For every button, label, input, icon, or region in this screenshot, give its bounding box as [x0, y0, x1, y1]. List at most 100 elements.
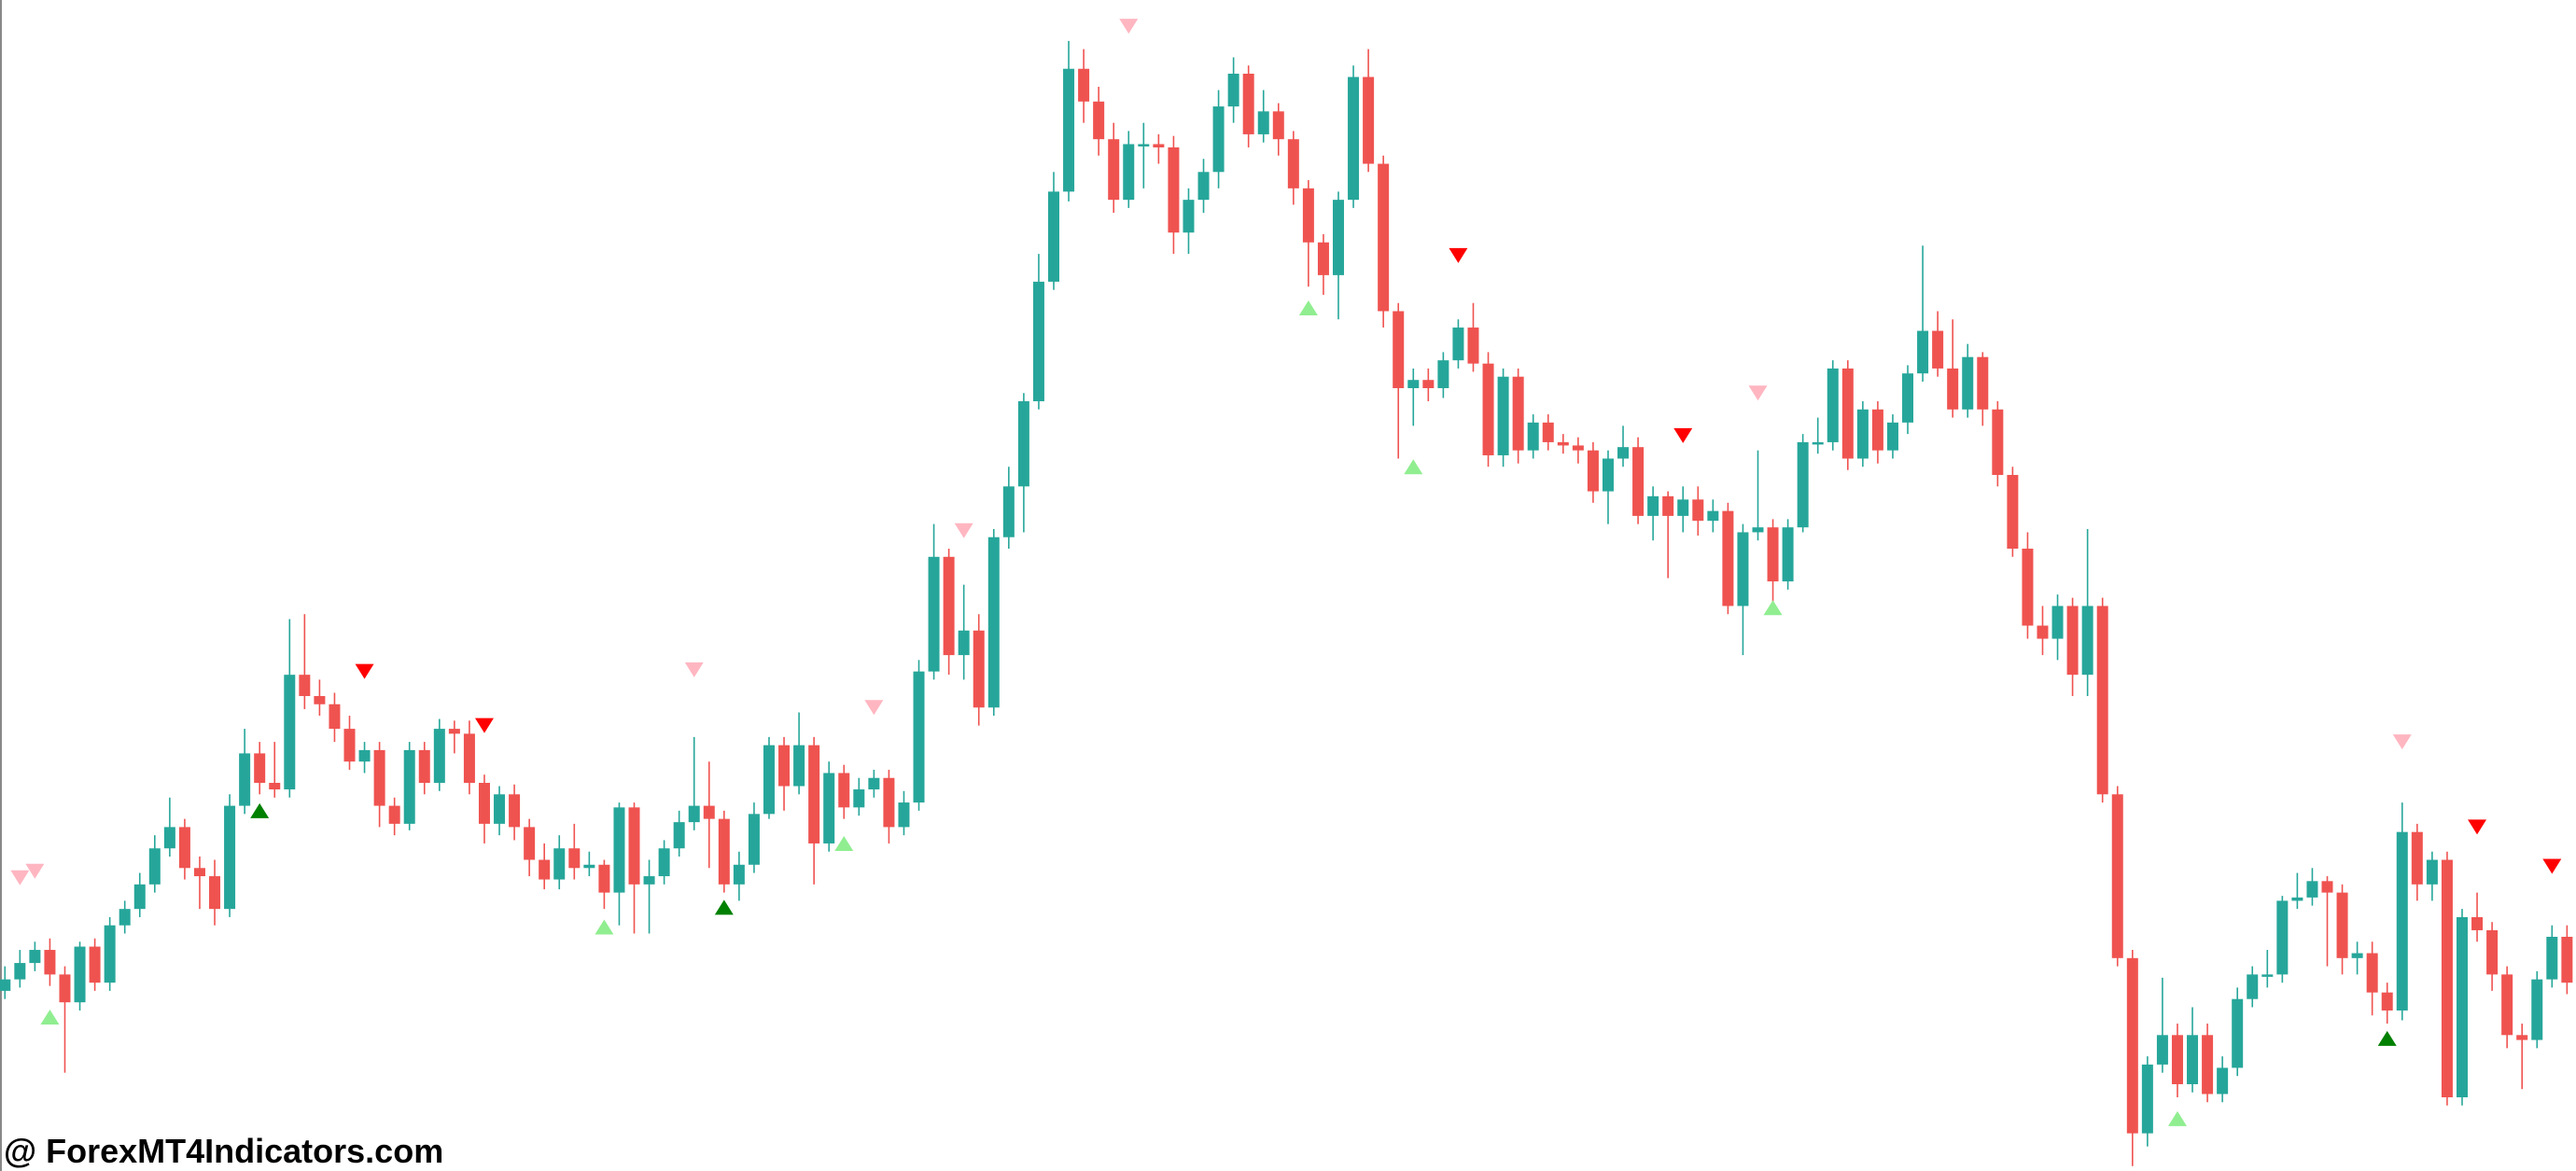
- candle-body: [1886, 422, 1898, 451]
- candle-body: [1662, 495, 1674, 516]
- candle-body: [823, 773, 835, 843]
- signal-arrow-down: [1449, 247, 1468, 263]
- candle-body: [913, 671, 925, 803]
- candle-body: [2126, 957, 2138, 1134]
- candle-body: [1212, 106, 1225, 173]
- candle-body: [29, 950, 41, 964]
- candle-body: [2261, 974, 2274, 977]
- candle-body: [673, 822, 685, 849]
- candle-body: [1333, 200, 1345, 275]
- candle-body: [2471, 916, 2484, 930]
- candle-body: [1437, 360, 1449, 388]
- candle-body: [1812, 441, 1824, 445]
- candle-body: [1617, 447, 1630, 459]
- candle-body: [1183, 200, 1195, 233]
- candle-body: [314, 695, 326, 704]
- candle-body: [539, 859, 551, 880]
- candle-body: [1123, 144, 1135, 201]
- candle-body: [329, 704, 341, 730]
- candle-body: [59, 974, 71, 1003]
- candle-body: [1602, 458, 1614, 492]
- candle-body: [1572, 445, 1584, 451]
- candle-body: [718, 818, 730, 885]
- candle-body: [1302, 188, 1314, 243]
- candle-body: [1242, 73, 1254, 134]
- candle-body: [1992, 409, 2004, 476]
- candle-body: [688, 805, 700, 823]
- signal-arrow-up: [714, 899, 734, 915]
- candle-body: [148, 848, 161, 885]
- candle-body: [1707, 510, 1719, 522]
- candle-body: [1632, 447, 1645, 516]
- candle-body: [2187, 1035, 2199, 1084]
- candle-body: [1692, 499, 1704, 522]
- candle-body: [1452, 328, 1464, 361]
- candle-body: [2171, 1035, 2183, 1084]
- candle-body: [89, 946, 101, 983]
- candle-body: [2351, 953, 2363, 958]
- candle-body: [1917, 330, 1929, 374]
- candle-body: [2336, 892, 2348, 958]
- candle-body: [509, 794, 521, 828]
- candle-body: [1797, 441, 1809, 528]
- signal-arrow-up: [1763, 600, 1783, 616]
- candle-body: [598, 864, 610, 893]
- candle-body: [1227, 73, 1239, 107]
- candle-body: [254, 753, 266, 784]
- signal-arrow-down: [954, 523, 973, 538]
- candle-body: [2096, 606, 2108, 795]
- candle-body: [163, 827, 175, 849]
- candle-body: [373, 749, 385, 806]
- signal-arrow-down: [2542, 858, 2562, 874]
- candle-body: [1317, 242, 1329, 275]
- candle-body: [628, 807, 640, 885]
- candle-body: [2321, 881, 2333, 893]
- candle-body: [2441, 859, 2453, 1098]
- candle-body: [2007, 475, 2019, 550]
- signal-arrow-up: [2377, 1030, 2397, 1046]
- candle-body: [1257, 111, 1269, 134]
- candle-body: [1677, 499, 1689, 516]
- candle-body: [1378, 163, 1390, 312]
- candle-body: [403, 749, 415, 824]
- candle-body: [2456, 916, 2468, 1098]
- candle-body: [1587, 450, 1599, 492]
- candle-body: [418, 749, 430, 784]
- candle-body: [1422, 380, 1435, 388]
- candle-body: [1527, 422, 1539, 451]
- candle-body: [2426, 859, 2438, 885]
- candle-body: [2291, 897, 2303, 901]
- candle-body: [14, 963, 26, 980]
- candle-body: [343, 729, 356, 762]
- candle-body: [1841, 368, 1854, 459]
- candle-body: [2051, 606, 2064, 639]
- candle-body: [2486, 929, 2499, 975]
- candle-body: [2396, 831, 2408, 1011]
- candle-body: [448, 729, 460, 734]
- candle-body: [224, 805, 236, 910]
- candle-body: [868, 777, 880, 790]
- signal-arrow-up: [1298, 300, 1318, 315]
- candle-body: [1363, 77, 1375, 164]
- candle-body: [2501, 974, 2513, 1036]
- candle-body: [358, 749, 371, 762]
- candle-body: [2531, 979, 2543, 1040]
- candle-body: [1542, 422, 1554, 442]
- candle-body: [1947, 368, 1959, 410]
- signal-arrow-down: [2468, 819, 2487, 835]
- candle-body: [613, 807, 625, 893]
- candle-body: [703, 805, 715, 819]
- candle-body: [463, 733, 475, 784]
- candle-body: [763, 745, 775, 815]
- candle-body: [1467, 328, 1479, 364]
- candle-body: [2276, 900, 2289, 975]
- candle-body: [178, 827, 190, 869]
- signal-arrow-up: [1404, 459, 1423, 475]
- candle-body: [2306, 881, 2318, 898]
- signal-arrow-up: [250, 802, 270, 818]
- candle-body: [1168, 146, 1180, 233]
- candle-body: [2546, 937, 2558, 980]
- candle-body: [778, 745, 791, 787]
- signal-arrow-down: [864, 700, 884, 716]
- candle-body: [1647, 495, 1659, 516]
